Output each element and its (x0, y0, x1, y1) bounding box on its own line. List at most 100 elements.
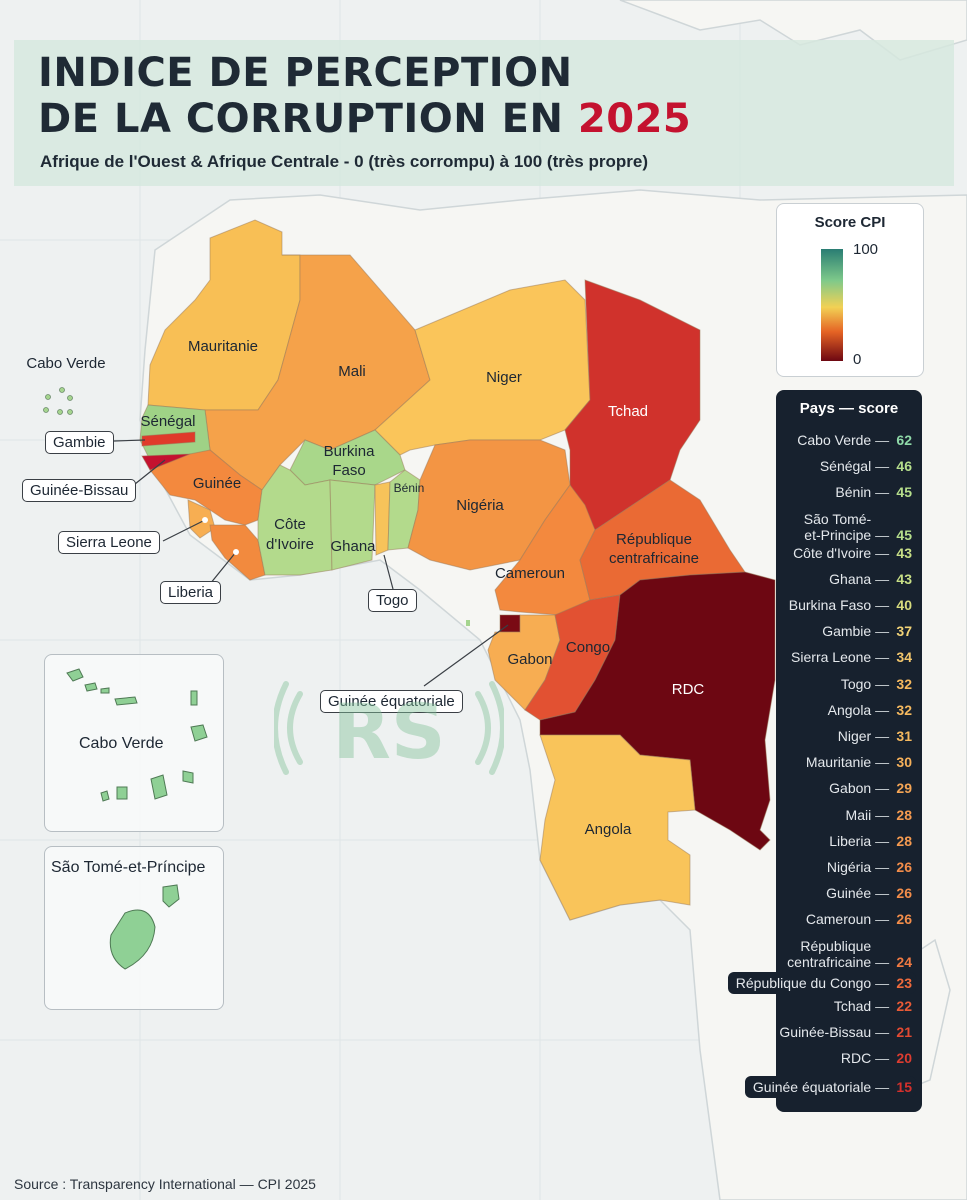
ranking-row: Guinée — 26 (826, 885, 912, 901)
ranking-country: Niger (838, 728, 871, 744)
ranking-country-name-line2: centrafricaine (787, 953, 872, 970)
ranking-country: Bénin (835, 484, 871, 500)
country-gambie (141, 431, 196, 447)
ranking-score: 43 (896, 544, 912, 561)
ranking-country-name: Liberia (829, 832, 872, 849)
ranking-country: Côte d'Ivoire (793, 545, 871, 561)
ranking-country: Mauritanie (806, 754, 871, 770)
ranking-country-name: Gambie (822, 623, 872, 640)
ranking-row: République du Congo — 23 (727, 971, 916, 994)
ranking-country-name: Ghana (829, 570, 872, 587)
ranking-country: Togo (841, 676, 871, 692)
label-rca-2: centrafricaine (609, 550, 699, 567)
ranking-score: 32 (896, 701, 912, 718)
ranking-row: Gabon — 29 (829, 780, 912, 796)
ranking-country: São Tomé-et-Principe (804, 511, 871, 543)
ranking-country: Guinée équatoriale (753, 1079, 871, 1095)
label-gabon: Gabon (507, 651, 552, 668)
label-cote-1: Côte (274, 516, 306, 533)
sao-tome-marker (466, 620, 470, 626)
ranking-country: Gambie (822, 623, 871, 639)
ranking-row: Gambie — 37 (822, 623, 912, 639)
ranking-country-name: Togo (840, 675, 872, 692)
ranking-separator: — (871, 859, 893, 875)
source-note: Source : Transparency International — CP… (14, 1176, 316, 1192)
callout-liberia: Liberia (160, 581, 222, 604)
ranking-score: 30 (896, 754, 912, 771)
inset-sao-tome: São Tomé-et-Príncipe (44, 846, 224, 1010)
callout-togo: Togo (368, 589, 417, 612)
callout-lines (113, 439, 509, 687)
ranking-separator: — (871, 997, 893, 1014)
ranking-separator: — (871, 953, 893, 970)
callout-sierra-leone: Sierra Leone (58, 531, 160, 554)
country-guinee-equatoriale (499, 614, 521, 633)
ranking-country: RDC (841, 1050, 871, 1066)
ranking-score: 21 (896, 1024, 912, 1040)
callout-guinee-bissau: Guinée-Bissau (22, 479, 137, 502)
country-rdc (539, 571, 776, 851)
ranking-separator: — (871, 1050, 893, 1067)
inset-cabo-verde: Cabo Verde (44, 654, 224, 832)
ranking-score: 45 (896, 484, 912, 501)
ranking-separator: — (871, 806, 893, 823)
page-title: INDICE DE PERCEPTION DE LA CORRUPTION EN … (38, 50, 691, 142)
ranking-country: Cabo Verde (797, 432, 871, 448)
callout-guinee-equatoriale: Guinée équatoriale (320, 690, 463, 713)
ranking-row: Togo — 32 (841, 676, 912, 692)
ranking-row: Sénégal — 46 (820, 458, 912, 474)
ranking-row: Angola — 32 (828, 702, 912, 718)
ranking-country: Nigéria (827, 859, 871, 875)
score-legend: Score CPI 100 0 (776, 203, 924, 377)
ranking-score: 26 (896, 911, 912, 928)
country-ghana (329, 479, 376, 571)
ranking-country-name: Maii (845, 806, 872, 823)
ranking-separator: — (871, 458, 893, 475)
label-mauritanie: Mauritanie (188, 338, 258, 355)
ranking-row: Mauritanie — 30 (806, 754, 912, 770)
ranking-country: Maii (846, 807, 872, 823)
ranking-separator: — (871, 432, 893, 448)
ranking-row: Tchad — 22 (834, 998, 912, 1014)
ranking-row: Bénin — 45 (835, 484, 912, 500)
ranking-country-name: Guinée (826, 885, 872, 902)
ranking-country: Ghana (829, 571, 871, 587)
label-senegal: Sénégal (140, 413, 195, 430)
ranking-separator: — (871, 597, 893, 613)
ranking-score: 43 (896, 570, 912, 587)
ranking-score: 15 (896, 1079, 912, 1096)
label-benin: Bénin (394, 481, 425, 495)
ranking-row: Maii — 28 (846, 807, 912, 823)
ranking-separator: — (871, 1079, 893, 1096)
label-congo: Congo (566, 639, 610, 656)
label-nigeria: Nigéria (456, 497, 504, 514)
ranking-separator: — (871, 754, 893, 771)
ranking-separator: — (871, 649, 893, 666)
title-line-2: DE LA CORRUPTION EN (38, 96, 564, 142)
ranking-separator: — (871, 570, 893, 587)
ranking-country: République du Congo (736, 975, 871, 991)
ranking-country-name: Gabon (829, 780, 872, 797)
ranking-country-name: Nigéria (826, 859, 872, 875)
label-cameroun: Cameroun (495, 565, 565, 582)
country-sierra-leone (187, 499, 216, 539)
ranking-country-name: Mauritanie (805, 754, 872, 771)
label-guinee: Guinée (193, 475, 241, 492)
ranking-row: Liberia — 28 (829, 833, 912, 849)
label-rca-1: République (616, 531, 692, 548)
ranking-country: Guinée (826, 885, 871, 901)
label-cabo-verde: Cabo Verde (26, 355, 105, 372)
label-rdc: RDC (672, 681, 705, 698)
svg-text:RS: RS (332, 687, 445, 776)
ranking-score: 31 (896, 728, 912, 744)
ranking-row: Cameroun — 26 (806, 911, 912, 927)
ranking-separator: — (871, 911, 893, 928)
ranking-score: 29 (896, 780, 912, 797)
country-angola (539, 734, 696, 921)
ranking-score: 46 (896, 458, 912, 475)
ranking-country-name: Sénégal (819, 458, 872, 475)
ranking-separator: — (871, 1024, 893, 1040)
rs-watermark: RS (274, 681, 504, 776)
ranking-country-name: Cameroun (805, 911, 872, 928)
ranking-separator: — (871, 701, 893, 718)
